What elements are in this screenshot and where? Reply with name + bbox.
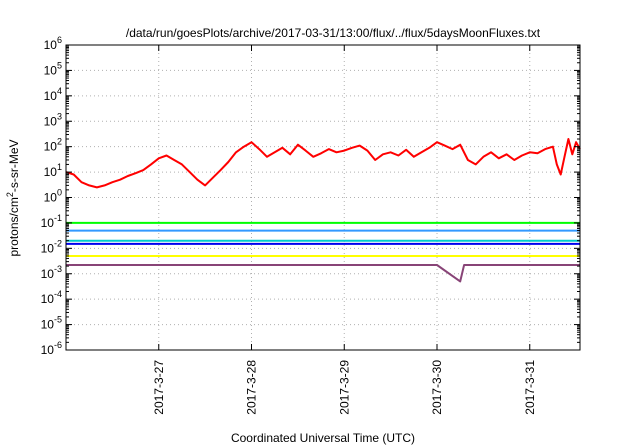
y-tick-label: 104 — [44, 86, 62, 103]
x-tick-label: 2017-3-30 — [430, 360, 444, 415]
y-tick-label: 10-6 — [41, 340, 62, 357]
x-tick-label: 2017-3-31 — [523, 360, 537, 415]
series-line — [65, 138, 581, 189]
y-tick-label: 106 — [44, 35, 62, 52]
y-tick-label: 10-3 — [41, 264, 62, 281]
y-tick-label: 103 — [44, 111, 62, 128]
y-axis-title-part: protons/cm — [7, 197, 21, 256]
y-tick-label: 10-2 — [41, 238, 62, 255]
series-group — [65, 138, 581, 283]
y-tick-label: 10-5 — [41, 315, 62, 332]
y-tick-label: 102 — [44, 137, 62, 154]
y-axis: 10-6 10-5 10-4 10-3 10-2 10-1 100 101 102 103 104 1… — [41, 35, 580, 357]
x-tick-label: 2017-3-27 — [152, 360, 166, 415]
y-tick-label: 10-4 — [41, 289, 62, 306]
y-axis-title: protons/cm2-s-sr-MeV — [5, 139, 21, 256]
y-tick-label: 10-1 — [41, 213, 62, 230]
x-tick-label: 2017-3-29 — [337, 360, 351, 415]
y-tick-label: 100 — [44, 188, 62, 205]
y-axis-title-superscript: 2 — [5, 192, 15, 197]
y-axis-title-part: -s-sr-MeV — [7, 139, 21, 192]
chart-title: /data/run/goesPlots/archive/2017-03-31/1… — [126, 26, 541, 40]
y-tick-label: 105 — [44, 60, 62, 77]
series-line — [66, 264, 580, 283]
x-tick-label: 2017-3-28 — [245, 360, 259, 415]
x-axis-title: Coordinated Universal Time (UTC) — [231, 431, 415, 445]
grid — [66, 45, 580, 350]
x-axis: 2017-3-27 2017-3-28 2017-3-29 2017-3-30 2017… — [152, 45, 537, 415]
y-tick-label: 101 — [44, 162, 62, 179]
